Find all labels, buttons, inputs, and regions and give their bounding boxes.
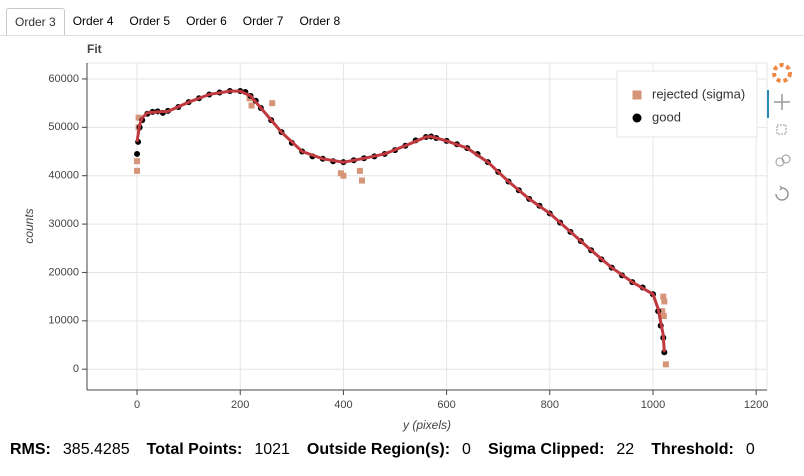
- tab[interactable]: Order 5: [129, 14, 171, 28]
- active-tool-marker: [767, 90, 769, 118]
- stat-value: 0: [745, 441, 755, 458]
- point: [134, 150, 141, 157]
- fit-line: [135, 89, 666, 353]
- x-tick-label: 1000: [641, 399, 665, 411]
- point: [340, 172, 347, 179]
- legend: rejected (sigma) good: [616, 70, 758, 138]
- stat-label: Total Points:: [146, 441, 243, 458]
- x-axis-label: y (pixels): [402, 418, 451, 432]
- chart: Fit y (pixels) counts 010000200003000040…: [22, 42, 792, 432]
- x-tick-label: 200: [231, 399, 249, 411]
- stat-value: 0: [462, 441, 471, 458]
- legend-label: good: [652, 109, 681, 124]
- legend-swatch: [632, 90, 642, 100]
- chart-title: Fit: [87, 42, 102, 56]
- point: [662, 361, 669, 368]
- y-tick-label: 30000: [48, 218, 79, 230]
- y-tick-label: 40000: [48, 170, 79, 182]
- reset-tool[interactable]: [775, 185, 789, 201]
- tab[interactable]: Order 7: [242, 14, 284, 28]
- point: [269, 100, 276, 107]
- x-tick-label: 0: [134, 399, 140, 411]
- tab[interactable]: Order 4: [72, 14, 114, 28]
- point: [134, 167, 141, 174]
- stat-label: Outside Region(s):: [306, 441, 451, 458]
- y-tick-label: 10000: [48, 315, 79, 327]
- y-tick-label: 50000: [48, 121, 79, 133]
- x-tick-label: 800: [541, 399, 559, 411]
- tab[interactable]: Order 3: [6, 8, 65, 35]
- point: [660, 312, 667, 319]
- stat-label: RMS:: [10, 441, 51, 458]
- stat-value: 22: [616, 441, 635, 458]
- point: [134, 158, 141, 165]
- tab-divider: [0, 35, 804, 36]
- point: [358, 177, 365, 184]
- tab-bar: Order 3 Order 4 Order 5 Order 6 Order 7 Order…: [6, 8, 348, 35]
- x-tick-label: 600: [437, 399, 455, 411]
- pan-tool[interactable]: [774, 94, 790, 110]
- point: [661, 298, 668, 305]
- point: [356, 167, 363, 174]
- tab[interactable]: Order 8: [299, 14, 341, 28]
- point: [248, 102, 255, 109]
- y-tick-label: 20000: [48, 266, 79, 278]
- y-tick-label: 60000: [48, 73, 79, 85]
- box-zoom-tool[interactable]: [776, 124, 787, 135]
- point: [660, 293, 667, 300]
- wheel-zoom-tool[interactable]: [775, 157, 785, 167]
- stats-bar: RMS: 385.4285 Total Points: 1021 Outside Reg…: [10, 441, 772, 459]
- stat-label: Sigma Clipped:: [487, 441, 605, 458]
- tab[interactable]: Order 6: [186, 14, 227, 28]
- toolbar: [767, 63, 792, 201]
- point: [659, 308, 666, 315]
- stat-value: 385.4285: [62, 441, 130, 458]
- point: [135, 114, 142, 121]
- y-axis-label: counts: [22, 208, 36, 243]
- stat-label: Threshold:: [651, 441, 734, 458]
- legend-box: [616, 70, 758, 138]
- x-tick-label: 400: [334, 399, 352, 411]
- legend-swatch: [632, 113, 642, 123]
- x-tick-label: 1200: [744, 399, 768, 411]
- y-tick-label: 0: [73, 363, 79, 375]
- stat-value: 1021: [254, 441, 290, 458]
- legend-label: rejected (sigma): [652, 86, 745, 101]
- bokeh-logo[interactable]: [772, 63, 792, 83]
